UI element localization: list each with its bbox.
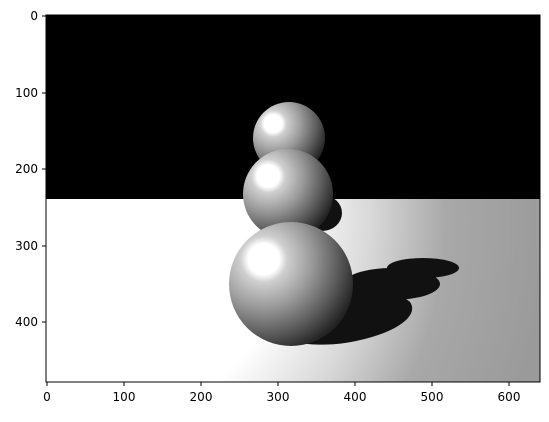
y-tick-label: 300 <box>15 239 38 253</box>
x-tick-label: 500 <box>421 390 444 404</box>
x-tick-200: 200 <box>190 382 213 404</box>
x-tick-label: 0 <box>43 390 51 404</box>
x-tick-label: 100 <box>113 390 136 404</box>
x-tick-500: 500 <box>421 382 444 404</box>
y-tick-0: 0 <box>30 9 46 23</box>
y-axis: 0 100 200 300 400 <box>15 9 46 329</box>
x-tick-0: 0 <box>43 382 51 404</box>
x-tick-600: 600 <box>498 382 521 404</box>
x-axis: 0 100 200 300 400 500 <box>43 382 520 404</box>
y-tick-100: 100 <box>15 86 46 100</box>
x-tick-300: 300 <box>267 382 290 404</box>
y-tick-300: 300 <box>15 239 46 253</box>
y-tick-label: 400 <box>15 315 38 329</box>
y-tick-label: 0 <box>30 9 38 23</box>
shadow-middle <box>344 268 440 300</box>
x-tick-400: 400 <box>344 382 367 404</box>
x-tick-label: 300 <box>267 390 290 404</box>
sphere-base <box>229 222 353 346</box>
x-tick-label: 400 <box>344 390 367 404</box>
x-tick-label: 200 <box>190 390 213 404</box>
x-tick-100: 100 <box>113 382 136 404</box>
y-tick-label: 100 <box>15 86 38 100</box>
y-tick-label: 200 <box>15 162 38 176</box>
y-tick-200: 200 <box>15 162 46 176</box>
x-tick-label: 600 <box>498 390 521 404</box>
y-tick-400: 400 <box>15 315 46 329</box>
axes-frame <box>45 14 541 383</box>
rendered-scene <box>46 15 540 382</box>
sphere-middle <box>243 149 333 239</box>
